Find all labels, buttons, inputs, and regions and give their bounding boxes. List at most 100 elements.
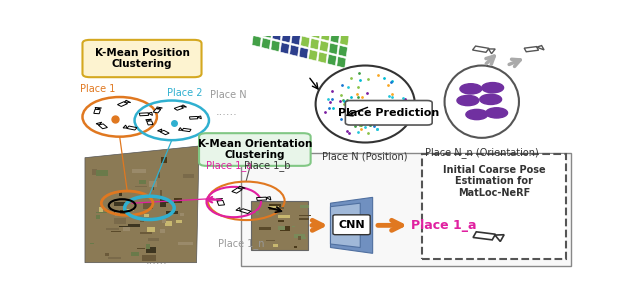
Polygon shape <box>268 0 276 5</box>
FancyBboxPatch shape <box>153 185 154 190</box>
FancyBboxPatch shape <box>251 201 308 250</box>
Polygon shape <box>488 49 495 54</box>
Polygon shape <box>313 16 322 27</box>
Circle shape <box>486 108 508 118</box>
Polygon shape <box>285 9 294 20</box>
Text: CNN: CNN <box>339 220 365 230</box>
FancyBboxPatch shape <box>256 211 259 215</box>
FancyBboxPatch shape <box>294 246 297 248</box>
Text: Initial Coarse Pose
Estimation for
MatLoc-NeRF: Initial Coarse Pose Estimation for MatLo… <box>443 165 545 198</box>
Polygon shape <box>266 197 271 200</box>
Polygon shape <box>302 25 311 36</box>
Polygon shape <box>140 113 148 116</box>
FancyBboxPatch shape <box>140 232 152 234</box>
FancyBboxPatch shape <box>123 226 130 231</box>
Polygon shape <box>160 130 169 135</box>
FancyBboxPatch shape <box>241 153 571 266</box>
Polygon shape <box>291 34 300 45</box>
FancyBboxPatch shape <box>142 255 157 261</box>
FancyBboxPatch shape <box>96 212 107 213</box>
Circle shape <box>460 84 482 94</box>
Polygon shape <box>147 121 153 125</box>
Polygon shape <box>296 0 305 12</box>
Text: Place 1: Place 1 <box>80 84 115 94</box>
FancyBboxPatch shape <box>132 169 146 173</box>
Polygon shape <box>238 186 245 188</box>
FancyBboxPatch shape <box>161 219 166 222</box>
FancyBboxPatch shape <box>139 180 145 184</box>
FancyBboxPatch shape <box>273 244 278 247</box>
FancyBboxPatch shape <box>90 243 94 244</box>
Polygon shape <box>324 7 333 18</box>
Polygon shape <box>305 2 314 14</box>
Polygon shape <box>330 197 372 253</box>
Text: Place 1_b: Place 1_b <box>244 160 290 171</box>
Polygon shape <box>294 11 303 23</box>
FancyBboxPatch shape <box>199 133 310 166</box>
Polygon shape <box>85 146 199 263</box>
Text: Place 1_a: Place 1_a <box>207 160 253 171</box>
Polygon shape <box>99 124 108 129</box>
Polygon shape <box>318 52 327 63</box>
FancyBboxPatch shape <box>266 240 275 241</box>
Ellipse shape <box>445 65 519 138</box>
Circle shape <box>466 109 488 120</box>
Polygon shape <box>524 47 538 52</box>
Polygon shape <box>310 38 319 50</box>
Text: Place 2: Place 2 <box>167 88 202 98</box>
FancyBboxPatch shape <box>346 101 432 125</box>
Circle shape <box>480 94 502 105</box>
FancyBboxPatch shape <box>300 205 309 208</box>
FancyBboxPatch shape <box>120 191 122 195</box>
FancyBboxPatch shape <box>99 207 102 212</box>
Polygon shape <box>182 128 191 132</box>
FancyBboxPatch shape <box>278 220 284 222</box>
Text: Place N: Place N <box>211 90 247 100</box>
Polygon shape <box>263 27 272 38</box>
Polygon shape <box>146 119 152 121</box>
Polygon shape <box>217 201 225 205</box>
Polygon shape <box>96 122 102 125</box>
Polygon shape <box>95 108 102 109</box>
FancyBboxPatch shape <box>131 252 139 256</box>
Text: K-Mean Position
Clustering: K-Mean Position Clustering <box>95 48 189 69</box>
Polygon shape <box>321 29 330 41</box>
FancyBboxPatch shape <box>83 40 202 77</box>
Polygon shape <box>307 0 316 3</box>
Polygon shape <box>339 45 348 57</box>
Polygon shape <box>124 100 131 102</box>
Polygon shape <box>301 36 310 48</box>
Circle shape <box>482 82 504 93</box>
Text: ......: ...... <box>216 107 237 117</box>
FancyBboxPatch shape <box>147 227 155 231</box>
FancyBboxPatch shape <box>333 215 370 235</box>
FancyBboxPatch shape <box>300 237 306 239</box>
Polygon shape <box>255 13 264 25</box>
FancyBboxPatch shape <box>159 200 166 207</box>
FancyBboxPatch shape <box>128 224 140 228</box>
Polygon shape <box>341 23 351 35</box>
Polygon shape <box>153 108 161 113</box>
Polygon shape <box>118 102 127 106</box>
Polygon shape <box>299 47 308 59</box>
FancyBboxPatch shape <box>299 218 309 220</box>
Polygon shape <box>323 18 332 30</box>
FancyBboxPatch shape <box>106 228 119 230</box>
Polygon shape <box>337 56 346 68</box>
FancyBboxPatch shape <box>179 242 193 245</box>
Polygon shape <box>346 0 355 1</box>
Polygon shape <box>266 4 275 16</box>
FancyBboxPatch shape <box>160 229 164 233</box>
Polygon shape <box>272 29 282 41</box>
FancyBboxPatch shape <box>161 157 167 163</box>
Polygon shape <box>232 188 243 193</box>
Text: Place 1_a: Place 1_a <box>412 219 477 232</box>
Polygon shape <box>157 129 162 132</box>
FancyBboxPatch shape <box>269 204 281 210</box>
Polygon shape <box>327 54 337 66</box>
Polygon shape <box>240 209 251 214</box>
Polygon shape <box>537 45 544 50</box>
Polygon shape <box>325 0 335 7</box>
Polygon shape <box>148 112 152 115</box>
Text: Place N (Position): Place N (Position) <box>323 152 408 162</box>
